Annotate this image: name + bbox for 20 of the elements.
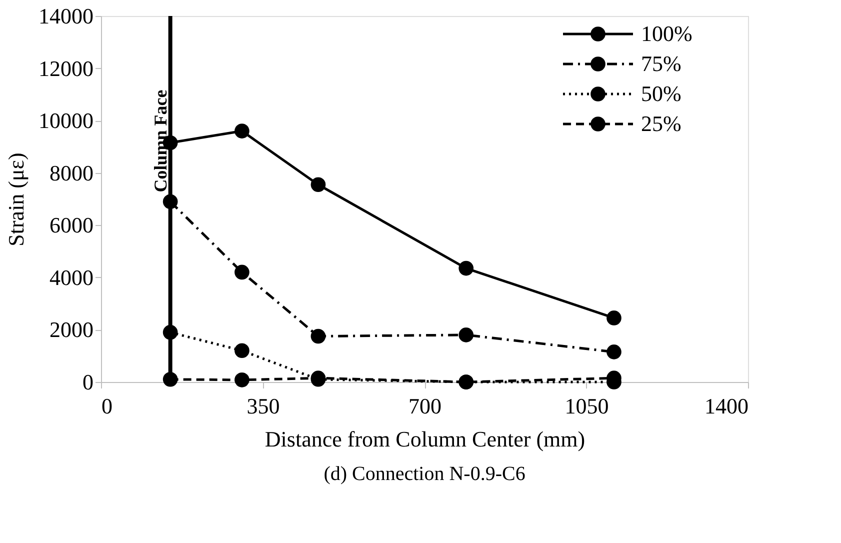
x-tick-label: 1050 xyxy=(564,394,609,418)
y-tick-label: 4000 xyxy=(50,264,94,290)
legend-label: 75% xyxy=(641,51,682,76)
y-tick-label: 8000 xyxy=(50,160,94,186)
y-tick-label: 14000 xyxy=(38,4,94,28)
x-tick-label: 0 xyxy=(102,394,112,418)
y-axis-title: Strain (με) xyxy=(4,152,28,246)
x-tick-label: 350 xyxy=(246,394,280,418)
x-tick-label: 700 xyxy=(408,394,442,418)
y-tick-label: 2000 xyxy=(50,317,94,342)
text: (d) Connection N-0.9-C6 xyxy=(324,463,526,485)
x-tick-label: 1400 xyxy=(704,394,748,418)
legend-label: 50% xyxy=(641,81,682,106)
y-tick-label: 6000 xyxy=(50,212,94,238)
y-tick-label: 12000 xyxy=(38,56,94,81)
y-tick-label: 0 xyxy=(82,370,94,394)
legend-label: 100% xyxy=(641,21,692,46)
y-tick-label: 10000 xyxy=(38,108,94,134)
legend-label: 25% xyxy=(641,111,682,136)
x-axis-title: Distance from Column Center (mm) xyxy=(264,426,586,452)
